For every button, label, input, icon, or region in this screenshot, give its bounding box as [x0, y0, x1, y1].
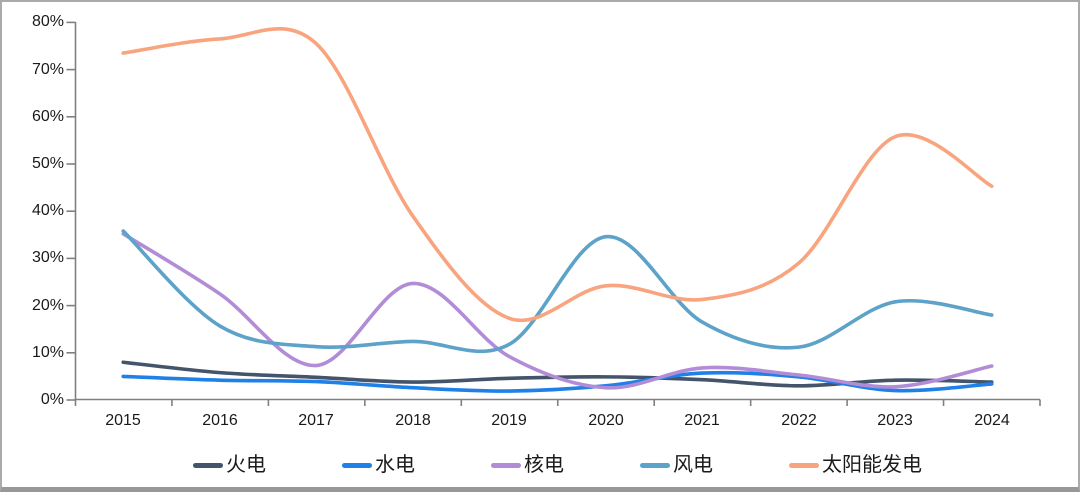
y-axis-label: 60% — [31, 108, 64, 125]
legend-item-thermal: 火电 — [193, 453, 266, 477]
hydro-line-swatch — [342, 462, 372, 468]
x-axis-label: 2016 — [202, 412, 238, 429]
y-axis-label: 80% — [31, 13, 64, 30]
legend-item-nuclear: 核电 — [491, 453, 564, 477]
legend: 火电 水电 核电 风电 太阳能发电 — [75, 453, 1040, 477]
series-line-solar — [121, 26, 994, 323]
x-axis-label: 2019 — [491, 412, 527, 429]
legend-label-thermal: 火电 — [226, 454, 266, 476]
y-axis-label: 0% — [40, 391, 64, 408]
legend-item-wind: 风电 — [640, 453, 713, 477]
x-axis-label: 2017 — [298, 412, 334, 429]
axes — [66, 21, 1041, 406]
x-axis-label: 2018 — [395, 412, 431, 429]
legend-item-solar: 太阳能发电 — [789, 453, 922, 477]
y-axis-label: 40% — [31, 202, 64, 219]
nuclear-line-swatch — [491, 462, 521, 468]
x-axis-label: 2021 — [684, 412, 720, 429]
legend-label-wind: 风电 — [673, 454, 713, 476]
y-axis-label: 20% — [31, 297, 64, 314]
solar-line-swatch — [789, 462, 819, 468]
legend-label-nuclear: 核电 — [524, 454, 564, 476]
x-axis-label: 2024 — [974, 412, 1010, 429]
legend-item-hydro: 水电 — [342, 453, 415, 477]
wind-line-swatch — [640, 462, 670, 468]
x-axis-label: 2023 — [877, 412, 913, 429]
y-axis-label: 30% — [31, 249, 64, 266]
thermal-line-swatch — [193, 462, 223, 468]
y-axis-label: 50% — [31, 155, 64, 172]
legend-label-solar: 太阳能发电 — [822, 454, 922, 476]
series-line-wind — [121, 229, 994, 354]
legend-label-hydro: 水电 — [375, 454, 415, 476]
y-axis-label: 10% — [31, 344, 64, 361]
series-lines — [121, 26, 994, 393]
x-axis-label: 2020 — [588, 412, 624, 429]
series-line-nuclear — [121, 232, 994, 390]
y-axis-label: 70% — [31, 61, 64, 78]
x-axis-label: 2022 — [781, 412, 817, 429]
x-axis-label: 2015 — [105, 412, 141, 429]
